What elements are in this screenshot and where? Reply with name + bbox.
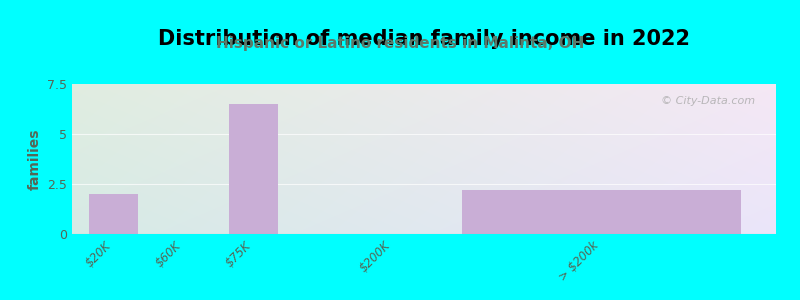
Text: Hispanic or Latino residents in Malinta, OH: Hispanic or Latino residents in Malinta,… [216,36,584,51]
Text: © City-Data.com: © City-Data.com [661,96,755,106]
Y-axis label: families: families [27,128,42,190]
Bar [90,194,138,234]
Bar [462,190,741,234]
Title: Distribution of median family income in 2022: Distribution of median family income in … [158,29,690,49]
Bar [229,104,278,234]
